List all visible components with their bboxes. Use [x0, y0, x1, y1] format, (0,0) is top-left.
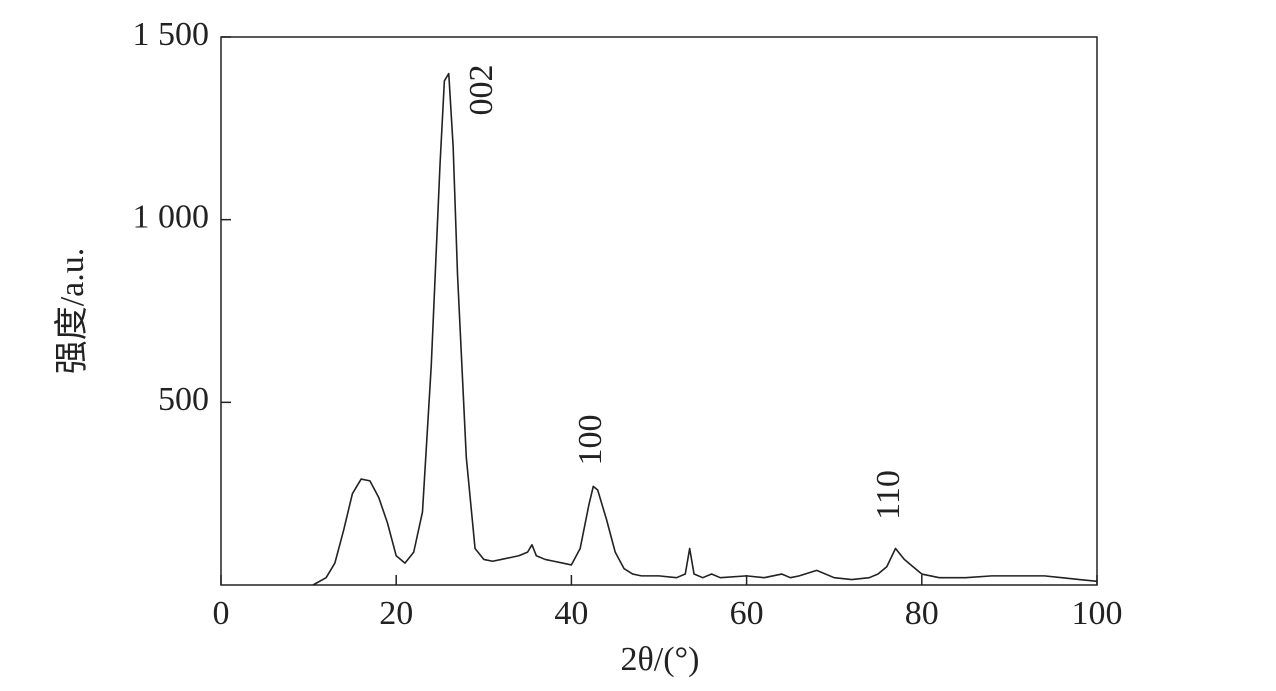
y-tick-label: 1 000	[133, 198, 210, 235]
y-tick-label: 1 500	[133, 16, 210, 53]
x-tick-label: 20	[379, 595, 413, 632]
x-tick-label: 0	[213, 595, 230, 632]
x-axis-label: 2θ/(°)	[621, 641, 700, 678]
y-tick-label: 500	[158, 381, 209, 418]
x-tick-label: 40	[554, 595, 588, 632]
peak-annotation: 002	[463, 65, 500, 116]
peak-annotation: 110	[870, 470, 907, 520]
x-tick-label: 60	[730, 595, 764, 632]
x-tick-label: 80	[905, 595, 939, 632]
peak-annotation: 100	[572, 415, 609, 466]
data-line	[312, 72, 1098, 586]
plot-frame	[220, 36, 1098, 586]
y-axis-label: 强度/a.u.	[53, 248, 91, 375]
x-tick-label: 100	[1072, 595, 1123, 632]
